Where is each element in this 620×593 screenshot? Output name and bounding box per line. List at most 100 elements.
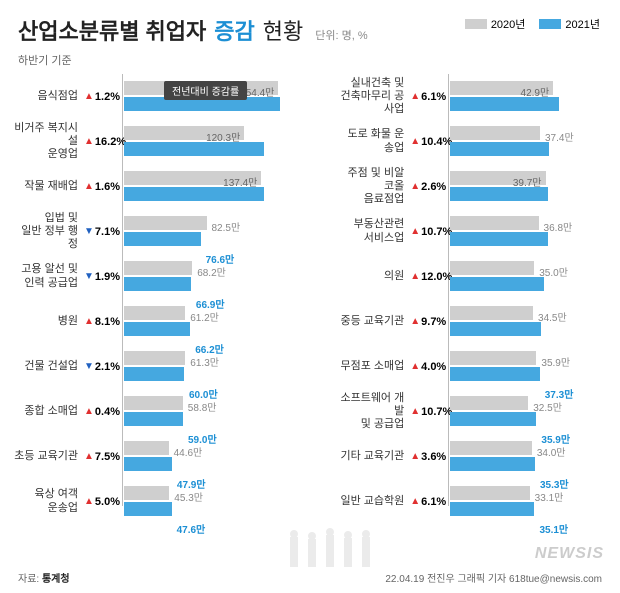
chart-row: 무점포 소매업▲4.0%35.9만37.3만 — [338, 344, 608, 389]
arrow-up-icon: ▲ — [84, 181, 94, 192]
pct-value: 7.5% — [95, 451, 120, 463]
pct-change: ▲7.5% — [84, 451, 124, 463]
bar-2021: 139.8만 — [124, 142, 264, 156]
value-2020: 44.6만 — [171, 444, 203, 459]
row-label: 육상 여객 운송업 — [12, 488, 84, 514]
bar-2020: 68.2만 — [124, 261, 192, 275]
title-accent: 증감 — [214, 14, 254, 46]
arrow-up-icon: ▲ — [410, 91, 420, 102]
chart-row: 중등 교육기관▲9.7%34.5만37.9만 — [338, 299, 608, 344]
row-label: 실내건축 및 건축마무리 공사업 — [338, 77, 410, 117]
arrow-up-icon: ▲ — [84, 496, 94, 507]
bar-2021: 40.8만 — [450, 187, 548, 201]
pct-value: 1.6% — [95, 181, 120, 193]
bar-2021: 40.7만 — [450, 232, 548, 246]
arrow-up-icon: ▲ — [410, 451, 420, 462]
arrow-up-icon: ▲ — [410, 136, 420, 147]
bar-2020: 37.4만 — [450, 126, 540, 140]
chart-row: 육상 여객 운송업▲5.0%45.3만47.6만 — [12, 479, 322, 524]
value-2021: 35.1만 — [536, 521, 568, 536]
pct-value: 9.7% — [421, 316, 446, 328]
callout-label: 전년대비 증감률 — [164, 81, 247, 100]
bar-2021: 47.6만 — [124, 502, 172, 516]
row-label: 일반 교습학원 — [338, 495, 410, 508]
chart-row: 도로 화물 운송업▲10.4%37.4만 41.3만 — [338, 119, 608, 164]
pct-value: 2.1% — [95, 361, 120, 373]
bar-pair: 44.6만47.9만 — [124, 439, 322, 475]
value-2020: 35.9만 — [538, 354, 570, 369]
chart-row: 종합 소매업▲0.4%58.8만59.0만 — [12, 389, 322, 434]
pct-value: 6.1% — [421, 91, 446, 103]
subheader-row: 하반기 기준 — [0, 52, 620, 74]
arrow-up-icon: ▲ — [410, 316, 420, 327]
pct-value: 7.1% — [95, 226, 120, 238]
bar-2021: 139.6만 — [124, 187, 264, 201]
title-unit: 단위: 명, % — [315, 27, 367, 43]
right-column: 실내건축 및 건축마무리 공사업▲6.1%42.9만45.5만도로 화물 운송업… — [330, 74, 608, 524]
arrow-up-icon: ▲ — [84, 91, 94, 102]
pct-value: 16.2% — [95, 136, 126, 148]
bar-2020: 137.4만 — [124, 171, 261, 185]
bar-pair: 154.4만156.3만전년대비 증감률 — [124, 79, 322, 115]
pct-change: ▼7.1% — [84, 226, 124, 238]
title-main: 산업소분류별 취업자 — [18, 14, 206, 46]
bar-2021: 45.5만 — [450, 97, 559, 111]
bar-pair: 35.0만39.2만 — [450, 259, 608, 295]
chart-row: 주점 및 비알코올 음료점업▲2.6%39.7만40.8만 — [338, 164, 608, 209]
bar-pair: 61.3만60.0만 — [124, 349, 322, 385]
bar-pair: 35.9만37.3만 — [450, 349, 608, 385]
bar-2020: 42.9만 — [450, 81, 553, 95]
bar-2020: 36.8만 — [450, 216, 538, 230]
pct-change: ▲6.1% — [410, 496, 450, 508]
row-label: 기타 교육기관 — [338, 450, 410, 463]
pct-value: 6.1% — [421, 496, 446, 508]
arrow-up-icon: ▲ — [410, 406, 420, 417]
footer: 자료: 통계청 22.04.19 전진우 그래픽 기자 618tue@newsi… — [18, 570, 602, 585]
legend-2020: 2020년 — [465, 16, 526, 32]
row-label: 고용 알선 및 인력 공급업 — [12, 263, 84, 289]
bar-pair: 33.1만35.1만 — [450, 484, 608, 520]
pct-change: ▲0.4% — [84, 406, 124, 418]
bar-2021: 35.9만 — [450, 412, 536, 426]
pct-change: ▲16.2% — [84, 136, 124, 148]
bar-2020: 82.5만 — [124, 216, 207, 230]
value-2020: 45.3만 — [171, 489, 203, 504]
bar-2020: 34.5만 — [450, 306, 533, 320]
bar-pair: 137.4만 139.6만 — [124, 169, 322, 205]
bar-pair: 120.3만139.8만 — [124, 124, 322, 160]
chart-row: 부동산관련 서비스업▲10.7%36.8만40.7만 — [338, 209, 608, 254]
pct-value: 8.1% — [95, 316, 120, 328]
row-label: 부동산관련 서비스업 — [338, 218, 410, 244]
pct-value: 10.4% — [421, 136, 452, 148]
bar-2021: 37.3만 — [450, 367, 540, 381]
row-label: 건물 건설업 — [12, 360, 84, 373]
bar-2021: 41.3만 — [450, 142, 549, 156]
pct-value: 12.0% — [421, 271, 452, 283]
bar-pair: 68.2만66.9만 — [124, 259, 322, 295]
row-label: 도로 화물 운송업 — [338, 128, 410, 154]
chart-row: 건물 건설업▼2.1%61.3만60.0만 — [12, 344, 322, 389]
arrow-up-icon: ▲ — [410, 496, 420, 507]
bar-2020: 32.5만 — [450, 396, 528, 410]
row-label: 음식점업 — [12, 90, 84, 103]
chart-row: 병원▲8.1%61.2만66.2만 — [12, 299, 322, 344]
pct-change: ▲8.1% — [84, 316, 124, 328]
value-2020: 33.1만 — [532, 489, 564, 504]
bar-2020: 33.1만 — [450, 486, 529, 500]
row-label: 비거주 복지시설 운영업 — [12, 122, 84, 162]
pct-change: ▲1.2% — [84, 91, 124, 103]
arrow-up-icon: ▲ — [84, 451, 94, 462]
bar-pair: 36.8만 40.7만 — [450, 214, 608, 250]
legend-label-2021: 2021년 — [565, 16, 600, 32]
pct-value: 10.7% — [421, 226, 452, 238]
row-label: 작물 재배업 — [12, 180, 84, 193]
row-label: 소프트웨어 개발 및 공급업 — [338, 392, 410, 432]
pct-change: ▲9.7% — [410, 316, 450, 328]
footer-source: 자료: 통계청 — [18, 570, 70, 585]
value-2020: 82.5만 — [209, 219, 241, 234]
left-column: 음식점업▲1.2%154.4만156.3만전년대비 증감률비거주 복지시설 운영… — [4, 74, 322, 524]
chart-row: 기타 교육기관▲3.6%34.0만35.3만 — [338, 434, 608, 479]
pct-value: 0.4% — [95, 406, 120, 418]
pct-change: ▼1.9% — [84, 271, 124, 283]
bar-2021: 66.2만 — [124, 322, 190, 336]
